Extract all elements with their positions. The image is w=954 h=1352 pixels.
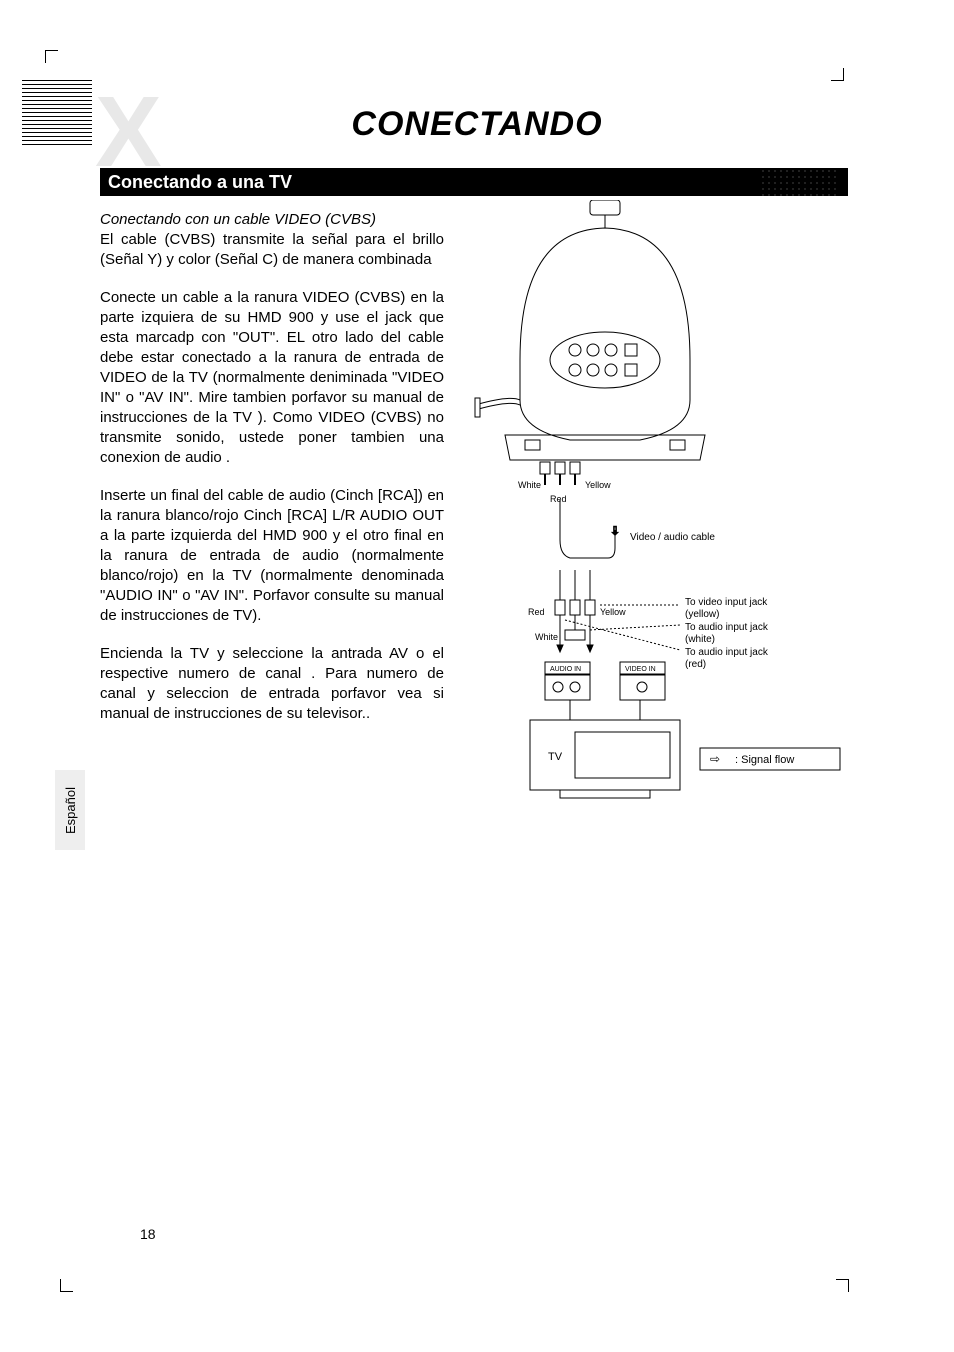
connection-diagram: White Yellow Red ⇩ Video / audio cable R… — [460, 200, 850, 820]
header-fade — [760, 168, 840, 196]
diagram-label-red2: Red — [528, 607, 545, 617]
language-tab-label: Español — [63, 787, 78, 834]
diagram-label-red: Red — [550, 494, 567, 504]
crop-mark — [836, 1279, 849, 1292]
crop-mark — [831, 68, 844, 81]
page-number: 18 — [140, 1226, 156, 1242]
diagram-label-yellow: Yellow — [585, 480, 611, 490]
diagram-to-video-sub: (yellow) — [685, 609, 719, 620]
body-text-column: Conectando con un cable VIDEO (CVBS) El … — [100, 210, 444, 742]
diagram-to-audio-white-sub: (white) — [685, 634, 715, 645]
diagram-tv-label: TV — [548, 751, 563, 763]
signal-flow-icon: ⇨ — [710, 752, 720, 766]
subtitle: Conectando con un cable VIDEO (CVBS) — [100, 210, 444, 230]
diagram-to-audio-red: To audio input jack — [685, 647, 769, 658]
diagram-to-audio-red-sub: (red) — [685, 659, 706, 670]
page-title: CONECTANDO — [0, 105, 954, 144]
svg-text:⇩: ⇩ — [610, 524, 620, 538]
paragraph: Encienda la TV y seleccione la antrada A… — [100, 644, 444, 724]
crop-mark — [60, 1279, 73, 1292]
crop-mark — [45, 50, 58, 63]
section-heading: Conectando a una TV — [100, 168, 848, 196]
diagram-to-audio-white: To audio input jack — [685, 622, 769, 633]
diagram-signal-flow: : Signal flow — [735, 754, 794, 766]
paragraph: El cable (CVBS) transmite la señal para … — [100, 230, 444, 270]
diagram-video-in: VIDEO IN — [625, 666, 656, 673]
diagram-label-white2: White — [535, 632, 558, 642]
diagram-label-yellow2: Yellow — [600, 607, 626, 617]
diagram-audio-in: AUDIO IN — [550, 666, 581, 673]
language-tab: Español — [55, 770, 85, 850]
paragraph: Conecte un cable a la ranura VIDEO (CVBS… — [100, 288, 444, 468]
diagram-to-video: To video input jack — [685, 597, 768, 608]
paragraph: Inserte un final del cable de audio (Cin… — [100, 486, 444, 626]
diagram-cable-label: Video / audio cable — [630, 532, 715, 543]
diagram-label-white: White — [518, 480, 541, 490]
